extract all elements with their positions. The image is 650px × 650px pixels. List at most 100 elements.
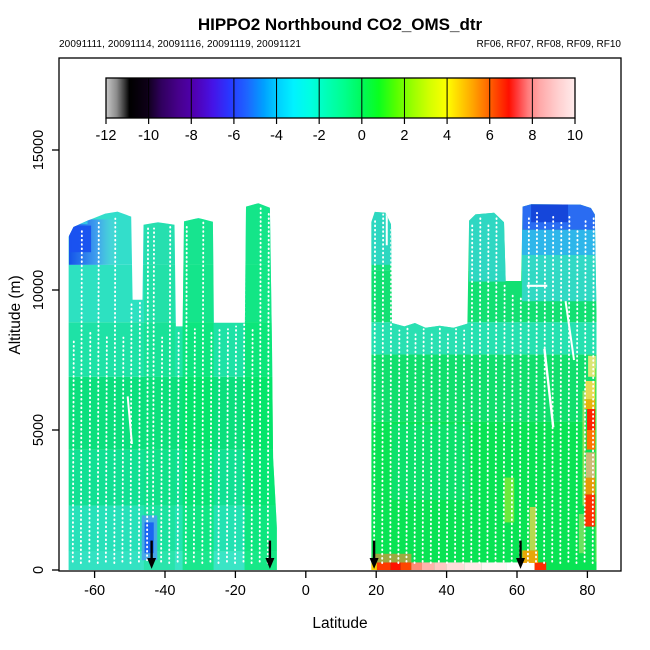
heat-band (371, 354, 597, 422)
bottom-band-red-3 (400, 562, 412, 570)
bottom-band-pink-4 (464, 562, 482, 570)
south-tower-green-3 (244, 203, 277, 570)
flight-tracks (71, 206, 595, 564)
colorbar-border (105, 77, 576, 119)
x-tick-label: -20 (225, 583, 246, 599)
level-leg-line (564, 301, 576, 361)
flight-track (176, 329, 180, 563)
right-streak-yellow-faint (578, 514, 585, 554)
flight-track (551, 214, 555, 563)
flight-track (71, 339, 75, 563)
x-tick-label: 0 (302, 583, 310, 599)
bottom-band-red-1 (376, 562, 391, 570)
flight-track (429, 331, 433, 564)
colorbar-gradient (106, 78, 575, 118)
heat-band (68, 322, 277, 377)
south-low-teal (68, 505, 141, 570)
flight-track (242, 207, 246, 563)
flight-track (373, 217, 377, 563)
x-tick-label: 80 (579, 583, 595, 599)
flight-track (250, 328, 254, 564)
bottom-band-salmon (411, 562, 422, 570)
flight-track (462, 329, 466, 564)
x-axis-title: Latitude (312, 615, 368, 632)
flight-track (567, 214, 571, 563)
flight-track (146, 226, 149, 562)
colorbar-tick-label: -12 (96, 128, 117, 144)
heat-band (371, 421, 597, 570)
flight-track (526, 216, 530, 564)
flight-track (192, 328, 196, 563)
flight-track (234, 325, 237, 564)
chart-subtitle-dates: 20091111, 20091114, 20091116, 20091119, … (59, 39, 302, 50)
flight-track (518, 297, 522, 563)
flight-track (266, 210, 270, 564)
flight-track (79, 228, 83, 564)
flight-track (494, 214, 498, 564)
heat-band (68, 449, 277, 506)
flight-track (88, 331, 92, 563)
south-top-cyan-sliver (68, 216, 88, 225)
south-top-blue-core (69, 225, 92, 253)
x-axis: -60 -40 -20 0 20 40 60 80 (84, 571, 595, 599)
flight-track (389, 226, 393, 563)
flight-track (543, 219, 547, 564)
colorbar-tick-label: 6 (486, 128, 494, 144)
y-axis: 0 5000 10000 15000 (31, 130, 59, 574)
colorbar-tick-label: 0 (358, 128, 366, 144)
x-tick-label: 60 (509, 583, 525, 599)
bottom-band-red-4 (534, 562, 547, 570)
flight-track (152, 227, 155, 518)
flight-track (413, 332, 417, 564)
north-mass-blue-core (531, 204, 569, 223)
flight-track (583, 217, 587, 563)
flight-track (138, 301, 141, 563)
south-bottom-blue-core (144, 522, 154, 554)
x-tick-label: 40 (439, 583, 455, 599)
north-yellow-63-65 (529, 507, 537, 551)
flight-track (510, 291, 514, 564)
north-mass-cyanblue (521, 229, 597, 255)
flight-track (209, 331, 213, 563)
flight-track (502, 283, 506, 563)
flight-track (160, 336, 164, 563)
flight-track (184, 223, 188, 564)
x-tick-label: -40 (155, 583, 176, 599)
level-leg-line (543, 348, 555, 428)
right-streak-amber (584, 399, 596, 409)
x-tick-label: -60 (84, 583, 105, 599)
right-edge-green (595, 368, 597, 562)
profile-arrow-head (147, 557, 157, 569)
flight-track (217, 326, 221, 564)
south-tower-green-2 (182, 218, 214, 570)
north-yellowgreen-57 (504, 477, 515, 523)
flight-track (96, 221, 100, 564)
colorbar-tick-label: -2 (313, 128, 326, 144)
colorbar: -12 -10 -8 -6 -4 -2 0 2 4 6 8 10 (96, 77, 583, 144)
flight-track (437, 326, 441, 563)
bottom-band-pink-5 (481, 562, 507, 570)
chart-title: HIPPO2 Northbound CO2_OMS_dtr (197, 15, 483, 34)
colorbar-tick-label: 4 (443, 128, 451, 144)
chart-subtitle-flights: RF06, RF07, RF08, RF09, RF10 (476, 39, 622, 50)
flight-track (421, 328, 425, 563)
colorbar-tick-label: -10 (138, 128, 159, 144)
flight-track (129, 303, 133, 564)
flight-track (121, 336, 125, 563)
flight-track (454, 328, 457, 563)
y-tick-label: 15000 (31, 130, 47, 170)
flight-track (405, 326, 409, 563)
plot-border (58, 57, 622, 572)
profile-arrow-head (265, 557, 275, 569)
north-orange-over-red (372, 553, 412, 563)
right-streak-yellow-1 (585, 381, 596, 400)
y-tick-label: 10000 (31, 270, 47, 310)
x-tick-label: 20 (368, 583, 384, 599)
right-streak-peach (585, 452, 596, 478)
colorbar-tick-label: -6 (227, 128, 240, 144)
right-streak-red-low (584, 494, 596, 527)
flight-track (168, 226, 172, 564)
north-mass-cyan (521, 255, 597, 302)
